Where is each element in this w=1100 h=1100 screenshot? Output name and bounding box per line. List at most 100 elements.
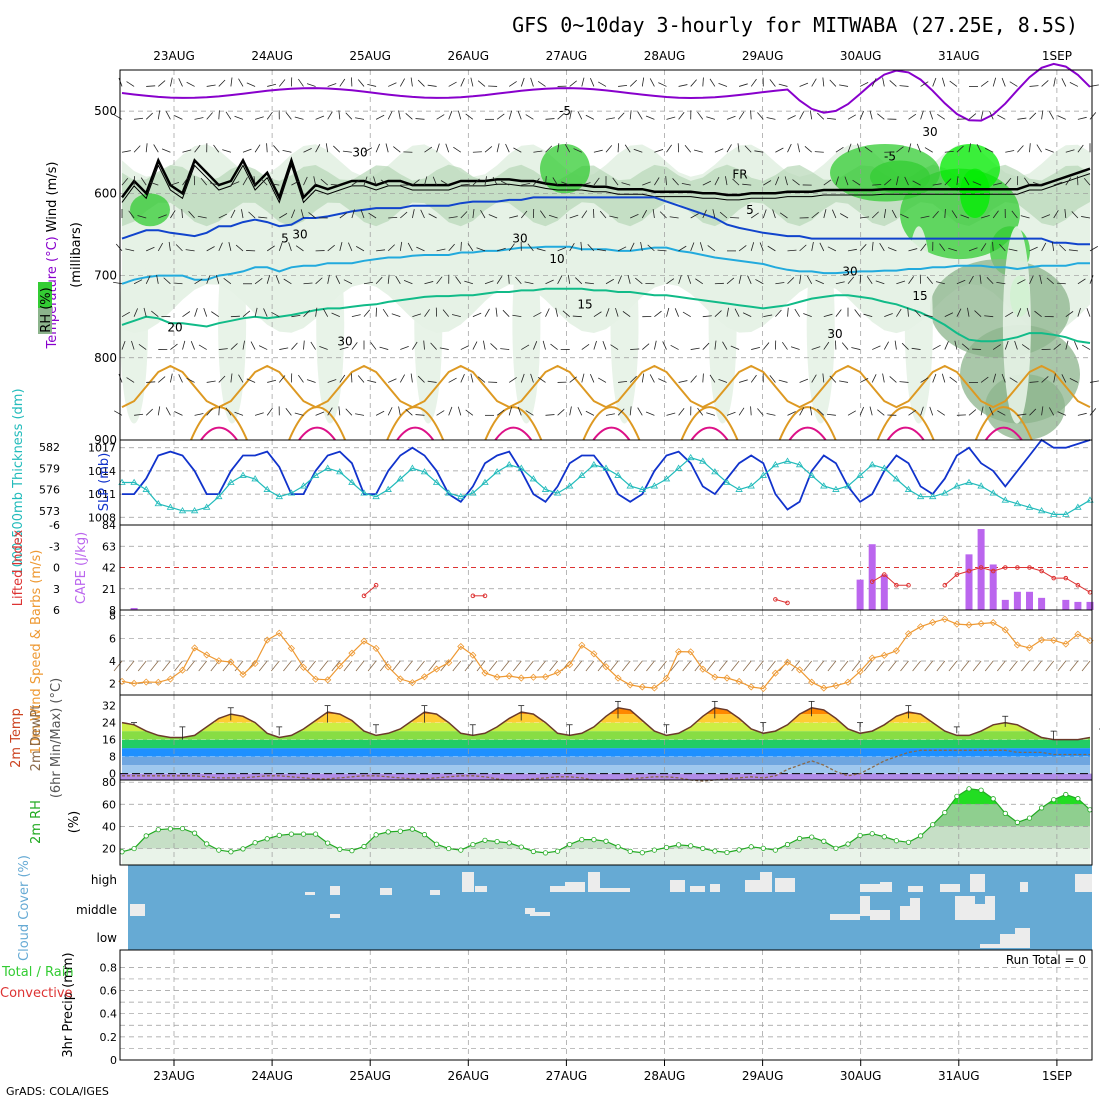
wind-barb (405, 409, 413, 416)
wind-barb (1017, 279, 1026, 285)
wind-barb (448, 81, 457, 87)
wind-barb-10m (1033, 660, 1042, 672)
wind-barb (134, 413, 144, 416)
wind-barb (1004, 340, 1009, 350)
wind-barb (605, 413, 615, 416)
wind-barb (303, 282, 313, 285)
rh-shade-humid (900, 168, 1020, 260)
thickness-point (239, 471, 247, 478)
chart-title: GFS 0~10day 3-hourly for MITWABA (27.25E… (512, 13, 1078, 37)
wind-barb-10m (1021, 660, 1030, 672)
wind-barb (809, 110, 813, 120)
wind-barb (399, 78, 406, 87)
contour-label: 30 (512, 232, 527, 246)
wind-barb (427, 84, 437, 87)
wind-barb (738, 111, 745, 120)
wind-barb-10m (815, 660, 825, 672)
wind-barb (1053, 210, 1059, 219)
wind-barb-10m (270, 660, 280, 672)
wind-barb (854, 309, 861, 317)
wind-barb (448, 216, 458, 219)
wind-barb (605, 278, 614, 285)
wind-barb (984, 315, 994, 318)
wind-barb (654, 310, 662, 317)
rh-tick-label: 40 (102, 820, 116, 833)
wind-barb (609, 215, 619, 219)
thickness-point (493, 468, 501, 475)
date-label-bottom: 30AUG (840, 1069, 882, 1083)
wind-barb (641, 77, 645, 87)
wind-barb (335, 275, 341, 284)
date-label-bottom: 29AUG (742, 1069, 784, 1083)
ylabel-wind10m: 10m Wind Speed & Barbs (m/s) (29, 550, 44, 755)
wind-barb (956, 279, 966, 285)
ylabel-minmax: (6hr Min/Max) (°C) (49, 678, 64, 798)
li-point (978, 565, 984, 570)
wind-barb (766, 413, 776, 416)
wind-barb (804, 146, 812, 153)
wind-barb (470, 373, 474, 383)
wind-barb (484, 308, 490, 317)
wind-speed-point (1013, 641, 1021, 649)
wind-barb (871, 211, 879, 219)
wind-barb (814, 151, 824, 153)
rh-point (930, 822, 936, 828)
temp-tick-label: 8 (109, 751, 116, 764)
wind-barb (778, 83, 788, 87)
wind-barb (852, 179, 861, 186)
wind-barb (375, 143, 380, 153)
thickness-point (348, 478, 356, 485)
wind-barb (996, 281, 1006, 285)
wind-barb (602, 340, 607, 350)
wind-barb (581, 77, 585, 87)
thickness-point (844, 482, 852, 489)
wind-barb (1086, 308, 1091, 317)
wind-barb (1041, 406, 1044, 416)
wind-barb (911, 347, 921, 350)
isotherm-dome (386, 406, 445, 441)
wind-barb (230, 181, 240, 186)
thickness-point (662, 475, 671, 482)
wind-barb (718, 82, 728, 87)
wind-speed-point (1074, 630, 1082, 638)
wind-barb (400, 345, 409, 350)
wind-speed-point (892, 647, 900, 655)
wind-barb (424, 309, 430, 317)
rh-point (688, 843, 694, 849)
wind-barb (674, 308, 679, 317)
temp-band (122, 748, 1090, 757)
wind-barb-10m (137, 660, 147, 672)
wind-speed-point (251, 659, 259, 668)
wind-barb (775, 309, 782, 317)
rh-point (917, 833, 924, 839)
rh-point (1014, 819, 1021, 825)
wind-speed-point (372, 644, 380, 652)
rh-shade-plume (218, 226, 247, 424)
cloud-block (1075, 874, 1092, 892)
wind-barb (424, 281, 434, 285)
cloud-block (330, 914, 340, 918)
wind-barb (645, 411, 655, 416)
wind-barb (1041, 110, 1044, 120)
wind-barb (230, 373, 233, 383)
wind-barb (174, 115, 183, 120)
cloud-block (860, 884, 880, 892)
cloud-block (970, 874, 985, 892)
wind-barb (891, 209, 897, 219)
rh-shade-plume (904, 226, 933, 424)
pressure-tick-label: 500 (94, 104, 117, 118)
rh-point (216, 847, 222, 853)
wind-barb (448, 243, 455, 252)
wind-speed-point (178, 666, 187, 674)
wind-barb (1089, 84, 1099, 87)
wind-barb (278, 375, 286, 383)
date-label-top: 27AUG (546, 49, 588, 63)
wind-barb (581, 373, 585, 383)
wind-barb (477, 376, 486, 383)
wind-barb (617, 408, 625, 416)
wind-barb (960, 214, 970, 219)
wind-barb (618, 84, 628, 87)
wind-barb (509, 215, 519, 219)
wind-barb (254, 307, 258, 317)
wind-barb (738, 83, 748, 87)
